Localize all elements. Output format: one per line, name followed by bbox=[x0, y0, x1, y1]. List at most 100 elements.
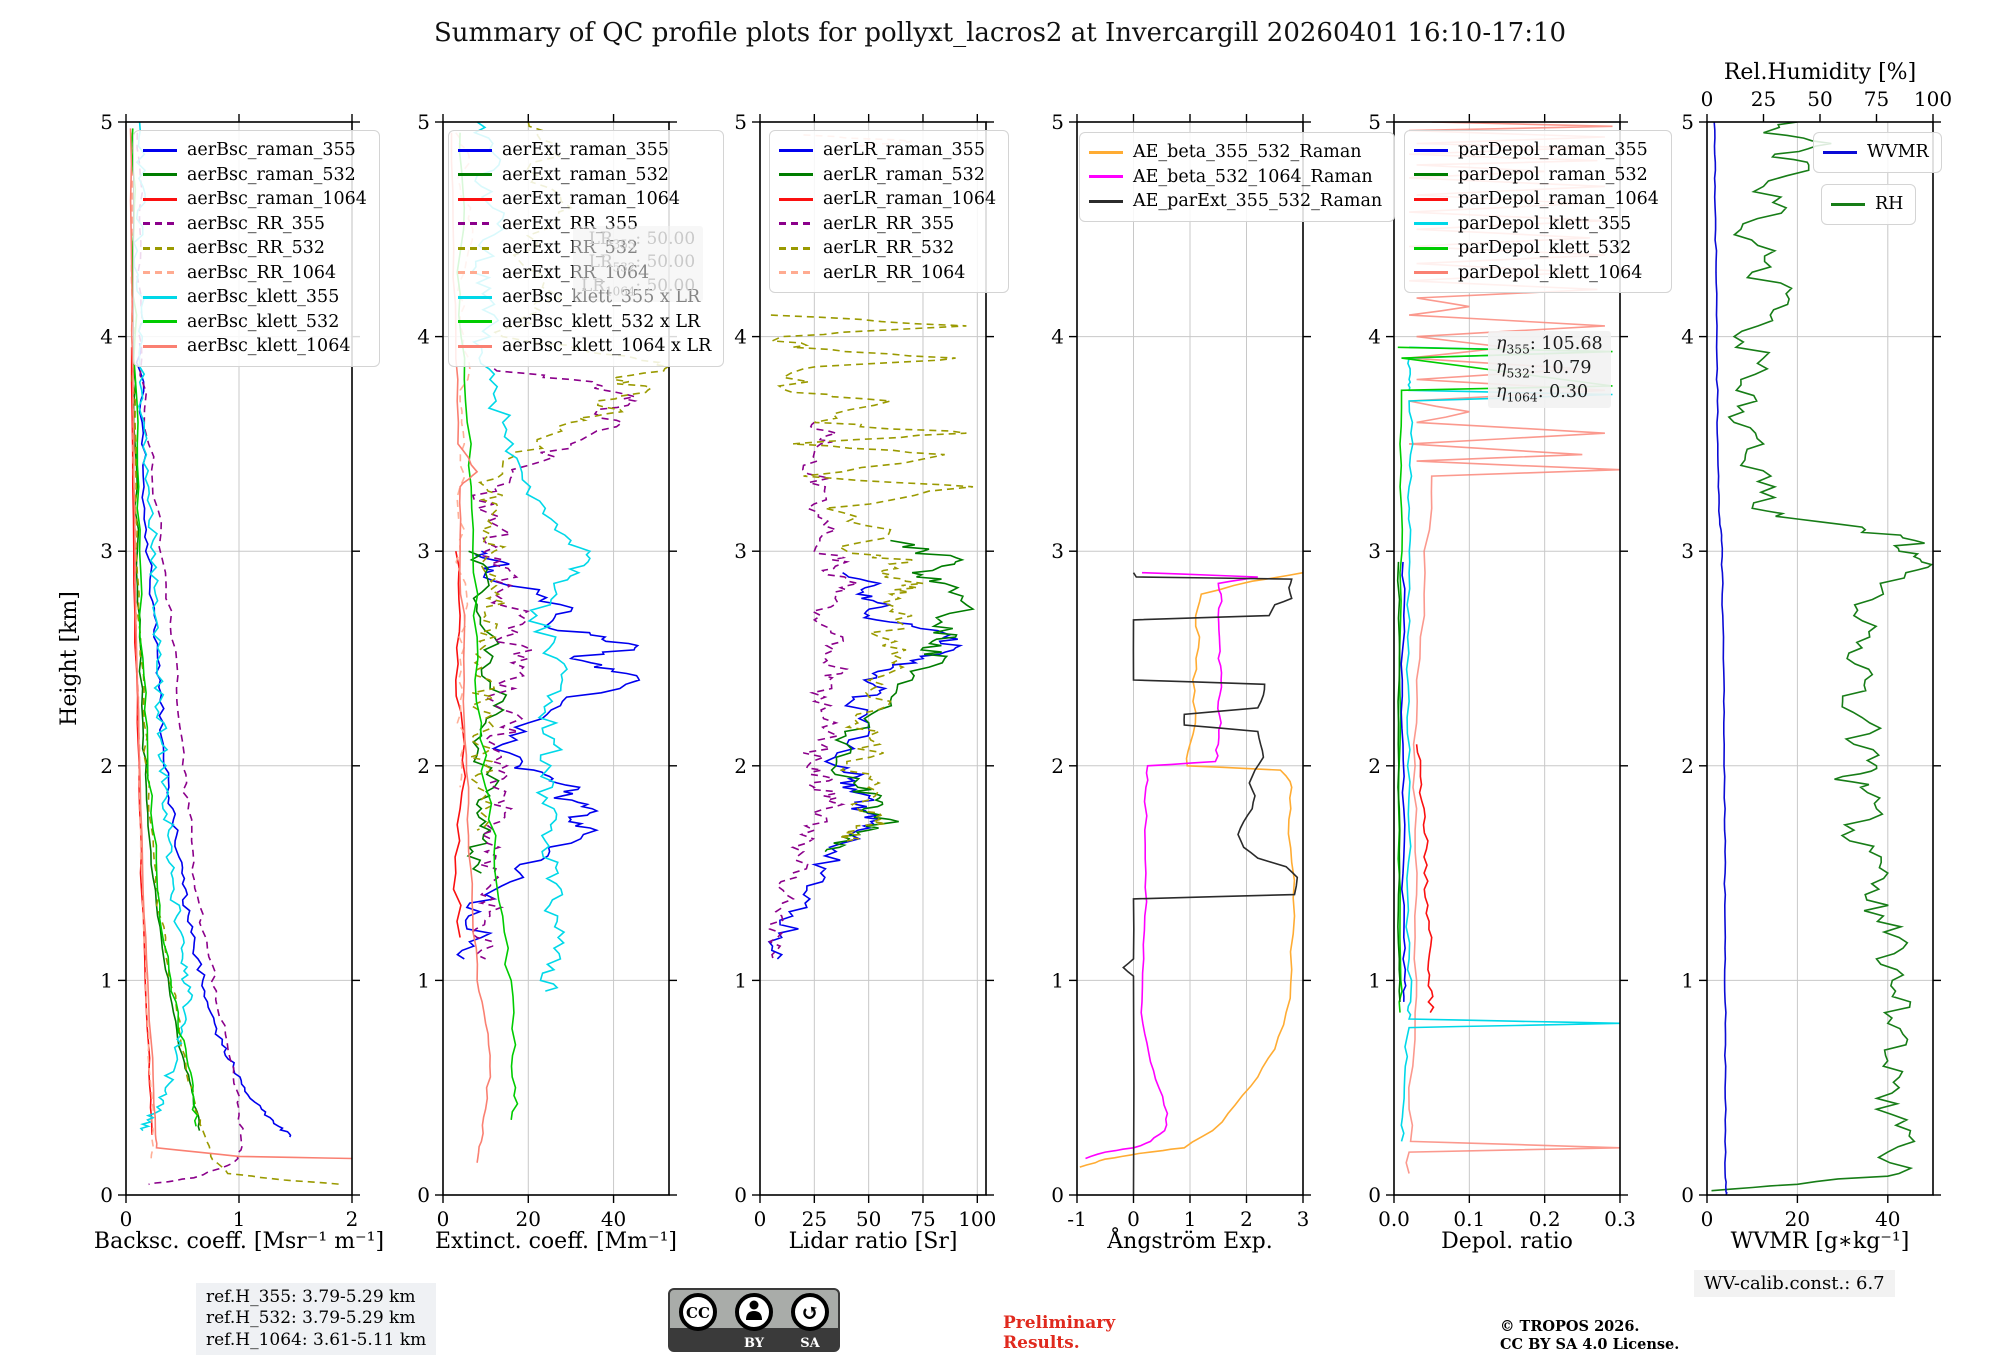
legend-label: aerExt_raman_355 bbox=[502, 140, 669, 161]
cc-icon bbox=[679, 1293, 717, 1331]
legend-item: aerLR_RR_1064 bbox=[779, 261, 996, 286]
y-tick-label: 2 bbox=[417, 754, 430, 778]
legend-line-swatch bbox=[143, 344, 177, 348]
legend-label: parDepol_raman_355 bbox=[1458, 140, 1648, 161]
wv-calib-note: WV-calib.const.: 6.7 bbox=[1694, 1270, 1895, 1297]
series-pardepol-raman-532 bbox=[1396, 561, 1401, 1002]
y-tick-label: 1 bbox=[100, 968, 113, 992]
y-tick-label: 5 bbox=[1051, 110, 1064, 134]
legend-label: aerBsc_RR_355 bbox=[187, 213, 326, 234]
y-tick-label: 4 bbox=[1681, 325, 1694, 349]
x-tick-label: 0.3 bbox=[1604, 1207, 1636, 1231]
series-aerlr-rr-532 bbox=[770, 314, 974, 842]
plot-backscatter: 0 1 2 0 1 2 3 4 5 Backsc. coeff. [Msr⁻¹ m⁻¹] aerBs… bbox=[94, 110, 384, 1254]
annotation-eta-values: η355: 105.68 η532: 10.79 η1064: 0.30 bbox=[1488, 331, 1611, 409]
series-aerlr-raman-532 bbox=[824, 539, 975, 853]
series-aerbsc-rr-355 bbox=[136, 132, 244, 1186]
y-tick-label: 4 bbox=[100, 325, 113, 349]
legend-item: aerBsc_raman_355 bbox=[143, 138, 367, 163]
x-tick-label: 0 bbox=[1701, 1207, 1714, 1231]
series-ae-beta-355-532-raman bbox=[1079, 571, 1304, 1168]
svg-text:CC: CC bbox=[686, 1304, 710, 1322]
series-aerlr-raman-355 bbox=[767, 572, 964, 960]
x-tick-label: 0 bbox=[1127, 1207, 1140, 1231]
legend-label: parDepol_raman_532 bbox=[1458, 164, 1648, 185]
legend-line-swatch bbox=[779, 222, 813, 226]
top-tick-label: 100 bbox=[1914, 87, 1952, 111]
annotation-row: LR355: 50.00 bbox=[588, 229, 696, 252]
y-tick-label: 0 bbox=[734, 1183, 747, 1207]
legend-label: AE_beta_355_532_Raman bbox=[1133, 142, 1362, 163]
x-tick-label: -1 bbox=[1067, 1207, 1086, 1231]
plot-svg-wvmr_rh: 0 20 40 0 25 50 75 100 0 1 2 3 4 5 bbox=[1681, 87, 1952, 1231]
legend-line-swatch bbox=[1089, 150, 1123, 154]
plot-angstroem: -1 0 1 2 3 0 1 2 3 4 5 Ångström Exp. AE_beta_355_532… bbox=[1051, 110, 1396, 1254]
legend-line-swatch bbox=[458, 173, 492, 177]
legend-label: parDepol_klett_355 bbox=[1458, 213, 1632, 234]
x-tick-label: 2 bbox=[346, 1207, 359, 1231]
legend-label: aerLR_RR_355 bbox=[823, 213, 955, 234]
y-tick-label: 2 bbox=[1681, 754, 1694, 778]
x-tick-label: 50 bbox=[856, 1207, 881, 1231]
x-tick-label: 75 bbox=[910, 1207, 935, 1231]
legend-item: aerBsc_raman_532 bbox=[143, 163, 367, 188]
legend-line-swatch bbox=[458, 197, 492, 201]
plot-svg-lidar_ratio: 0 25 50 75 100 0 1 2 3 4 5 bbox=[734, 110, 996, 1231]
legend-line-swatch bbox=[1089, 175, 1123, 179]
y-tick-label: 2 bbox=[100, 754, 113, 778]
legend-label: aerLR_raman_532 bbox=[823, 164, 985, 185]
legend-item: aerLR_RR_532 bbox=[779, 236, 996, 261]
legend-line-swatch bbox=[458, 271, 492, 275]
legend-item: WVMR bbox=[1823, 140, 1929, 165]
plot-extinction: 0 20 40 0 1 2 3 4 5 Extinct. coeff. [Mm⁻¹] aerExt_… bbox=[417, 110, 725, 1254]
legend-label: aerLR_RR_1064 bbox=[823, 262, 966, 283]
series-aerbsc-raman-532 bbox=[132, 342, 201, 1131]
annotation-row: η1064: 0.30 bbox=[1496, 381, 1589, 405]
legend-box-backscatter: aerBsc_raman_355 aerBsc_raman_532 aerBsc_r… bbox=[133, 130, 380, 367]
legend-line-swatch bbox=[1414, 246, 1448, 250]
legend-item: aerExt_raman_355 bbox=[458, 138, 711, 163]
preliminary-note: Preliminary Results. bbox=[1003, 1313, 1116, 1354]
series-aerbsc-klett-1064 bbox=[129, 128, 353, 1160]
y-tick-label: 3 bbox=[417, 539, 430, 563]
legend-label: aerLR_RR_532 bbox=[823, 238, 955, 259]
legend-item: aerLR_raman_355 bbox=[779, 138, 996, 163]
series-wvmr bbox=[1713, 121, 1728, 1196]
top-tick-label: 25 bbox=[1751, 87, 1776, 111]
page-title: Summary of QC profile plots for pollyxt_… bbox=[433, 18, 1567, 48]
axis-title-depol_ratio: Depol. ratio bbox=[1441, 1229, 1573, 1254]
series-pardepol-raman-1064 bbox=[1415, 744, 1435, 1014]
legend-item: aerBsc_klett_1064 bbox=[143, 334, 367, 359]
series-pardepol-klett-355 bbox=[1400, 346, 1621, 1142]
series-aerext-raman-532 bbox=[466, 550, 508, 874]
legend-item: parDepol_raman_532 bbox=[1414, 163, 1659, 188]
legend-line-swatch bbox=[143, 222, 177, 226]
legend-label: parDepol_raman_1064 bbox=[1458, 189, 1659, 210]
y-tick-label: 3 bbox=[1051, 539, 1064, 563]
series-ae-beta-532-1064-raman bbox=[1085, 571, 1258, 1160]
y-tick-label: 5 bbox=[734, 110, 747, 134]
y-tick-label: 4 bbox=[734, 325, 747, 349]
y-tick-label: 1 bbox=[1368, 968, 1381, 992]
y-tick-label: 0 bbox=[1681, 1183, 1694, 1207]
y-tick-label: 1 bbox=[1681, 968, 1694, 992]
legend-box-lidar_ratio: aerLR_raman_355 aerLR_raman_532 aerLR_rama… bbox=[769, 130, 1010, 293]
y-tick-label: 5 bbox=[100, 110, 113, 134]
legend-line-swatch bbox=[1089, 199, 1123, 203]
legend-label: RH bbox=[1875, 194, 1904, 215]
y-tick-label: 2 bbox=[1051, 754, 1064, 778]
legend-line-swatch bbox=[458, 295, 492, 299]
legend-line-swatch bbox=[1831, 202, 1865, 206]
svg-text:BY: BY bbox=[744, 1336, 765, 1351]
legend-line-swatch bbox=[143, 173, 177, 177]
top-tick-label: 50 bbox=[1807, 87, 1832, 111]
legend-line-swatch bbox=[1414, 271, 1448, 275]
legend-line-swatch bbox=[143, 320, 177, 324]
y-tick-label: 0 bbox=[1051, 1183, 1064, 1207]
axis-title-lidar_ratio: Lidar ratio [Sr] bbox=[788, 1229, 958, 1254]
axis-title-extinction: Extinct. coeff. [Mm⁻¹] bbox=[434, 1229, 678, 1254]
legend-item: parDepol_klett_532 bbox=[1414, 236, 1659, 261]
legend-label: AE_beta_532_1064_Raman bbox=[1133, 166, 1373, 187]
y-tick-label: 4 bbox=[417, 325, 430, 349]
